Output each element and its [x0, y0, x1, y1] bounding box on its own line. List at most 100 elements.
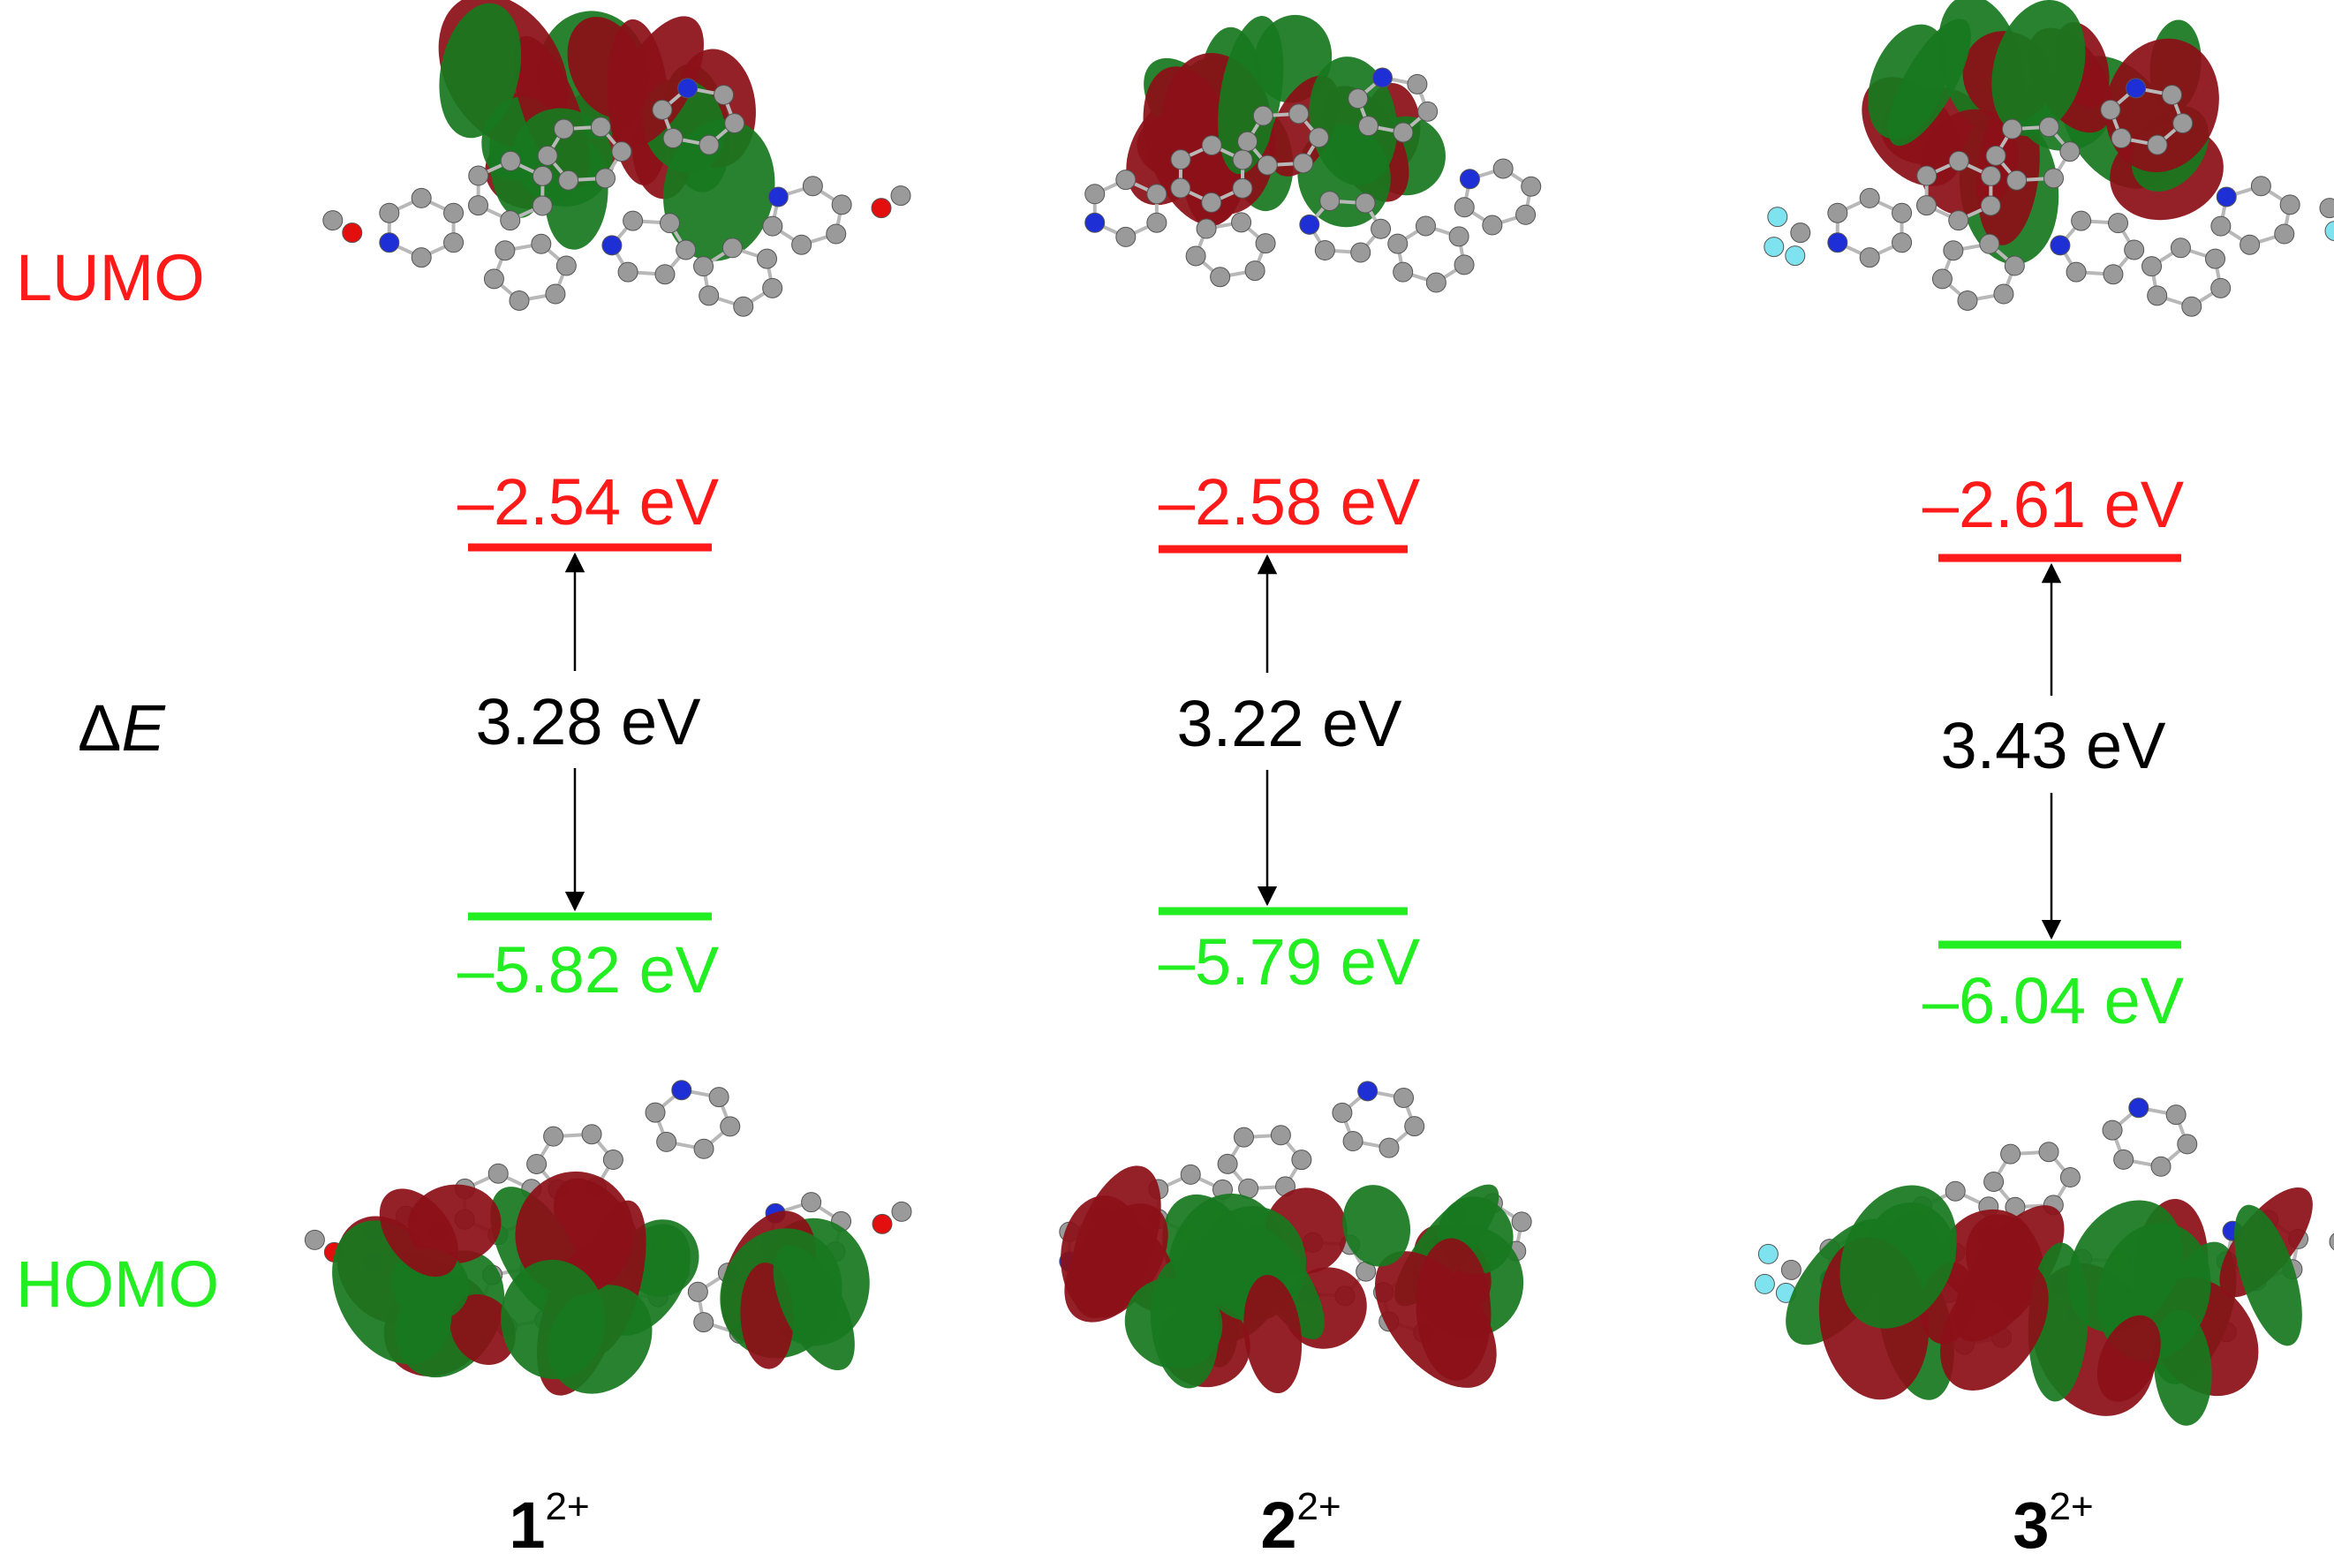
- atom: [1448, 226, 1469, 247]
- atom: [1146, 184, 1167, 205]
- atom: [443, 232, 465, 253]
- atom: [1115, 170, 1137, 191]
- atom: [2102, 1119, 2123, 1141]
- atom: [2279, 194, 2300, 215]
- atom: [1790, 222, 1811, 244]
- atom: [1985, 145, 2006, 166]
- atom: [2113, 1149, 2134, 1170]
- orbital-lobe: [449, 1294, 516, 1365]
- orbital-lobe: [1309, 57, 1398, 186]
- lumo-molecule-3: [1764, 78, 2334, 317]
- atom: [1916, 195, 1937, 216]
- orbital-lobe: [1218, 16, 1284, 175]
- atom: [543, 1126, 564, 1147]
- atom: [2210, 215, 2232, 237]
- atom: [721, 237, 743, 259]
- delta-symbol: Δ: [78, 691, 122, 765]
- atom: [1348, 88, 1369, 109]
- orbital-lobe: [1416, 1238, 1492, 1381]
- atom: [1948, 210, 1969, 231]
- orbital-lobe: [773, 1245, 855, 1371]
- orbital-lobe: [439, 3, 522, 139]
- atom: [2050, 235, 2071, 256]
- atom: [708, 1087, 729, 1108]
- atom: [1185, 245, 1206, 267]
- compound-label-2: 22+: [1260, 1488, 1341, 1558]
- atom: [791, 234, 812, 255]
- atom: [1404, 1116, 1425, 1137]
- atom: [1270, 1125, 1291, 1146]
- atom: [890, 185, 911, 207]
- lumo-atom-set-2: [1084, 67, 1542, 293]
- atom: [590, 117, 611, 138]
- atom: [645, 1102, 666, 1123]
- atom: [1983, 1171, 2005, 1192]
- atom: [411, 247, 432, 268]
- atom: [1780, 1259, 1801, 1280]
- atom: [1754, 1273, 1775, 1294]
- atom: [1170, 149, 1191, 170]
- atom: [1342, 1131, 1363, 1152]
- orbital-lobe: [1839, 1185, 1957, 1329]
- atom: [2000, 1143, 2021, 1165]
- atom: [1180, 1164, 1201, 1185]
- atom: [1482, 215, 1503, 236]
- atom: [1196, 218, 1217, 239]
- atom: [1252, 105, 1273, 126]
- atom: [1231, 212, 1252, 233]
- orbital-lobe: [1991, 0, 2086, 137]
- energy-variable: E: [121, 691, 165, 765]
- atom: [1459, 169, 1480, 190]
- atom: [1393, 261, 1414, 283]
- atom: [802, 176, 823, 197]
- atom: [526, 1153, 548, 1174]
- atom: [677, 78, 699, 99]
- orbital-lobe: [1920, 109, 2019, 215]
- atom: [2059, 1167, 2081, 1188]
- atom: [724, 113, 745, 134]
- atom: [1232, 149, 1253, 170]
- lumo-energy-2: –2.58 eV: [1158, 465, 1421, 539]
- atom: [558, 170, 579, 191]
- compound-number-2: 2: [1260, 1489, 1297, 1562]
- atom: [2038, 1142, 2059, 1163]
- atom: [537, 145, 558, 166]
- atom: [1417, 101, 1439, 122]
- atom: [2126, 78, 2147, 99]
- atom: [693, 1138, 714, 1159]
- atom: [1210, 267, 1231, 288]
- atom: [531, 233, 552, 254]
- atom: [1255, 233, 1276, 254]
- atom: [826, 223, 847, 245]
- atom: [1293, 153, 1314, 174]
- atom: [1454, 197, 1475, 218]
- atom: [1980, 165, 2001, 186]
- compound-label-3: 32+: [2013, 1488, 2093, 1558]
- atom: [1511, 1211, 1532, 1233]
- atom: [2001, 118, 2022, 139]
- atom: [1979, 233, 2000, 254]
- atom: [532, 195, 553, 216]
- atom: [1233, 1127, 1254, 1148]
- orbital-lobe: [1124, 1278, 1223, 1369]
- lumo-row-label: LUMO: [16, 241, 205, 314]
- atom: [1084, 184, 1106, 205]
- homo-orbital-lobes-2: [1061, 1165, 1524, 1394]
- atom: [2204, 248, 2225, 269]
- atom: [1350, 242, 1371, 263]
- atom: [2147, 134, 2168, 155]
- atom: [2147, 285, 2168, 306]
- atom: [662, 128, 684, 149]
- atom: [656, 1131, 677, 1152]
- atom: [411, 187, 432, 208]
- atom: [2181, 296, 2202, 317]
- atom: [2216, 186, 2237, 207]
- atom: [1948, 150, 1969, 171]
- lumo-molecule-2: [1084, 67, 1542, 293]
- orbital-lobe: [1868, 24, 1948, 139]
- atom: [2059, 141, 2081, 162]
- lumo-orbital-lobes-2: [1126, 14, 1446, 228]
- atom: [1244, 260, 1265, 282]
- atom: [495, 240, 516, 261]
- lumo-energy-1: –2.54 eV: [457, 465, 720, 539]
